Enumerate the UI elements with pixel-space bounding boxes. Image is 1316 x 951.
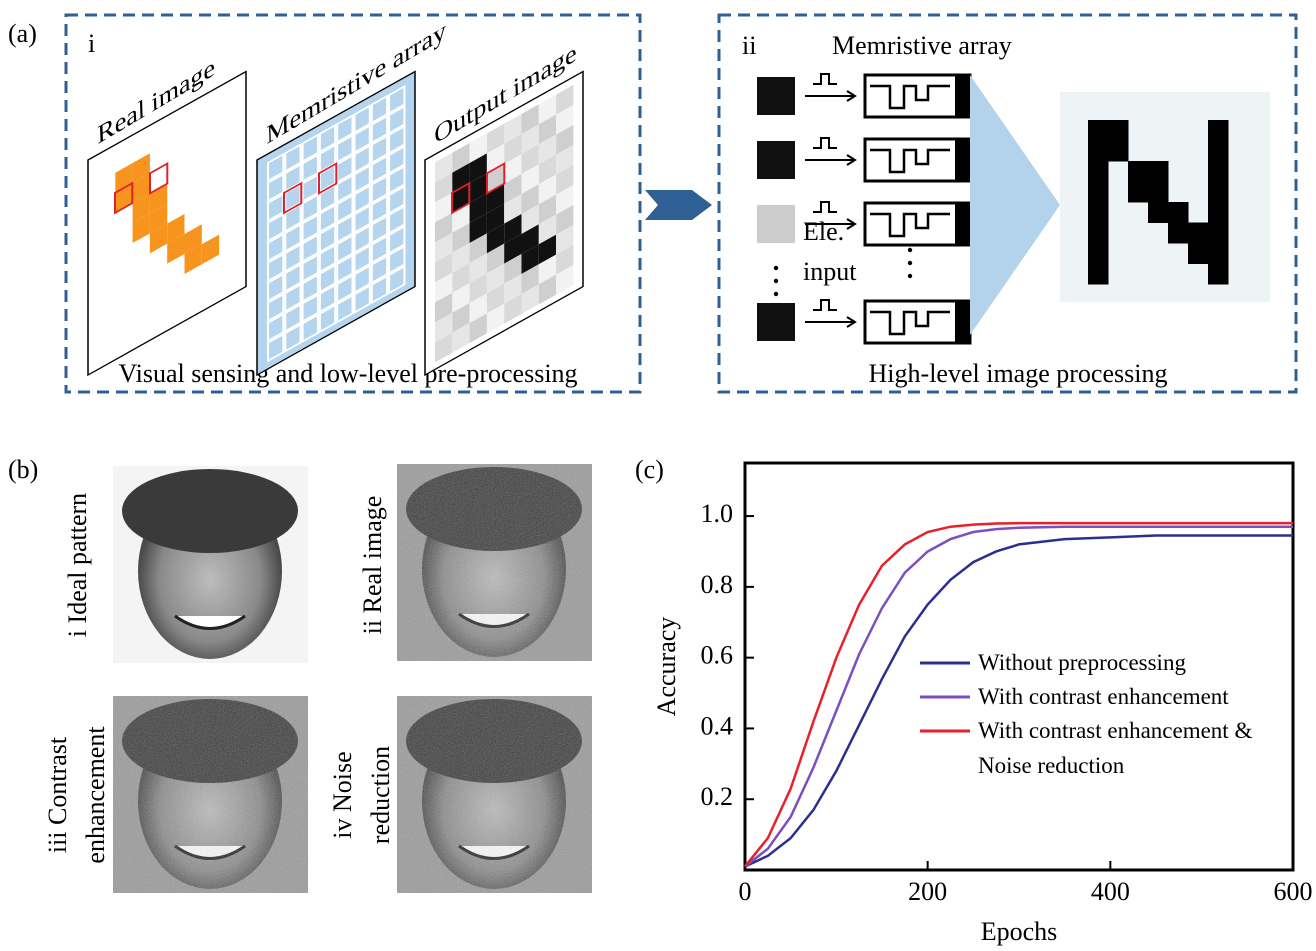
y-tick-label: 0.2 xyxy=(701,782,734,811)
caption: Visual sensing and low-level pre-process… xyxy=(118,359,577,388)
pixel xyxy=(1168,223,1189,244)
noise xyxy=(397,696,592,893)
panel-label: (b) xyxy=(8,455,38,484)
pixel xyxy=(1128,182,1149,203)
y-tick-label: 0.4 xyxy=(701,711,734,740)
image-label: enhancement xyxy=(81,726,110,864)
sub-label: ii xyxy=(742,31,756,60)
pulse xyxy=(813,74,837,84)
pixel xyxy=(1208,120,1229,141)
input-label: input xyxy=(803,257,857,286)
pixel xyxy=(1208,202,1229,223)
layer: Output image xyxy=(425,34,583,375)
pixel xyxy=(1188,223,1209,244)
sub-label: i xyxy=(88,29,95,58)
arrow xyxy=(805,91,855,101)
dot xyxy=(774,292,778,296)
triangle xyxy=(970,75,1060,335)
memristor-cap xyxy=(955,301,970,343)
pixel xyxy=(1148,182,1169,203)
layer: Real image xyxy=(88,35,246,375)
x-axis-label: Epochs xyxy=(981,917,1058,946)
pixel xyxy=(1108,120,1129,141)
pixel xyxy=(1088,202,1109,223)
panel-label: (a) xyxy=(8,19,37,48)
pixel xyxy=(1188,243,1209,264)
pixel xyxy=(1088,120,1109,141)
pixel xyxy=(1088,182,1109,203)
page: (a) i Visual sensing and low-level pre-p… xyxy=(0,0,1316,946)
panel-label: (c) xyxy=(635,455,664,484)
hair xyxy=(122,469,298,553)
dot xyxy=(774,266,778,270)
image-label: ii Real image xyxy=(358,496,387,635)
memristor-cap xyxy=(955,139,970,181)
memristor-array xyxy=(757,74,970,343)
pixel xyxy=(1088,243,1109,264)
y-tick-label: 0.6 xyxy=(701,641,734,670)
pixel xyxy=(1208,223,1229,244)
pixel xyxy=(1088,161,1109,182)
input-pixel xyxy=(757,303,795,341)
y-tick-label: 1.0 xyxy=(701,499,734,528)
dot xyxy=(774,279,778,283)
pixel xyxy=(1128,161,1149,182)
pixel xyxy=(1208,182,1229,203)
memristor-cap xyxy=(955,75,970,117)
image-label: reduction xyxy=(366,746,395,844)
pulse xyxy=(813,202,837,212)
memristor-cap xyxy=(955,203,970,245)
noise xyxy=(113,696,308,893)
x-tick-label: 0 xyxy=(739,877,752,906)
dot xyxy=(908,248,912,252)
image-label: iv Noise xyxy=(328,751,357,838)
arrow xyxy=(805,317,855,327)
input-pixel xyxy=(757,205,795,243)
pixel xyxy=(1208,161,1229,182)
y-tick-label: 0.8 xyxy=(701,570,734,599)
pixel xyxy=(1088,141,1109,162)
array-title: Memristive array xyxy=(832,31,1012,60)
pixel xyxy=(1208,264,1229,285)
input-pixel xyxy=(757,141,795,179)
legend-label: With contrast enhancement & Noise reduct… xyxy=(978,713,1290,783)
image-label: i Ideal pattern xyxy=(63,493,92,637)
dot xyxy=(908,274,912,278)
legend-label: Without preprocessing xyxy=(978,645,1290,680)
pixel xyxy=(1208,243,1229,264)
pixel xyxy=(1168,202,1189,223)
memristor xyxy=(865,301,970,343)
pixel xyxy=(1148,161,1169,182)
x-tick-label: 200 xyxy=(908,877,947,906)
pixel xyxy=(1208,141,1229,162)
x-tick-label: 600 xyxy=(1274,877,1313,906)
memristor xyxy=(865,75,970,117)
layer: Memristive array xyxy=(257,15,446,375)
noise xyxy=(397,464,592,661)
pixel xyxy=(1088,264,1109,285)
pulse xyxy=(813,138,837,148)
y-axis-label: Accuracy xyxy=(652,617,681,717)
arrow xyxy=(645,190,712,220)
image-label: iii Contrast xyxy=(43,736,72,853)
memristor xyxy=(865,139,970,181)
pulse xyxy=(813,300,837,310)
caption: High-level image processing xyxy=(869,359,1168,388)
x-tick-label: 400 xyxy=(1091,877,1130,906)
pixel xyxy=(1148,202,1169,223)
pixel xyxy=(1088,223,1109,244)
legend-label: With contrast enhancement xyxy=(978,679,1290,714)
dot xyxy=(908,261,912,265)
pixel xyxy=(1108,141,1129,162)
input-pixel xyxy=(757,77,795,115)
arrow xyxy=(805,155,855,165)
memristor xyxy=(865,203,970,245)
figure: (a) i Visual sensing and low-level pre-p… xyxy=(0,0,1316,946)
input-label: Ele. xyxy=(803,217,844,246)
